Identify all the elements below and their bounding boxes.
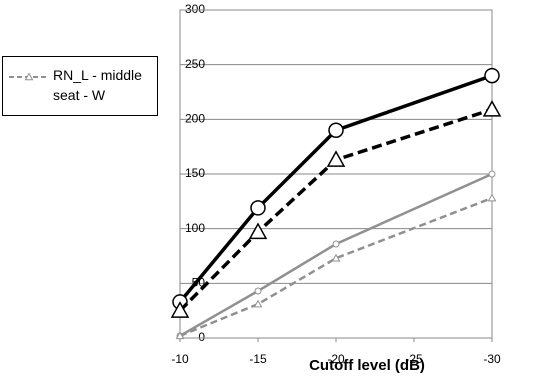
x-tick-label: -10 [171,352,189,366]
y-tick-label: 200 [185,112,205,126]
marker [170,301,190,318]
x-tick-label: -30 [483,352,501,366]
marker [487,193,497,202]
x-axis-title: Cutoff level (dB) [309,357,425,374]
marker [488,170,496,178]
y-tick-label: 0 [198,330,205,344]
marker [484,67,500,84]
series-line [179,172,493,337]
y-tick-label: 300 [185,2,205,16]
marker [331,253,341,262]
legend: RN_L - middle seat - W [2,56,158,116]
y-tick-label: 250 [185,57,205,71]
marker [175,331,185,340]
marker [326,150,346,167]
marker [24,72,34,81]
y-tick-label: 100 [185,221,205,235]
x-tick-label: -20 [327,352,345,366]
x-tick-label: -15 [249,352,267,366]
series-line [178,73,493,304]
marker [253,299,263,308]
marker [250,200,266,216]
series-line [179,196,493,337]
marker [254,287,262,295]
series-line [178,107,493,312]
x-tick-label: -25 [405,352,423,366]
marker [328,122,344,139]
legend-marker [9,72,49,81]
marker [482,99,502,117]
marker [248,222,268,240]
y-tick-label: 150 [185,166,205,180]
legend-label: RN_L - middle seat - W [53,67,142,103]
marker [332,240,340,248]
